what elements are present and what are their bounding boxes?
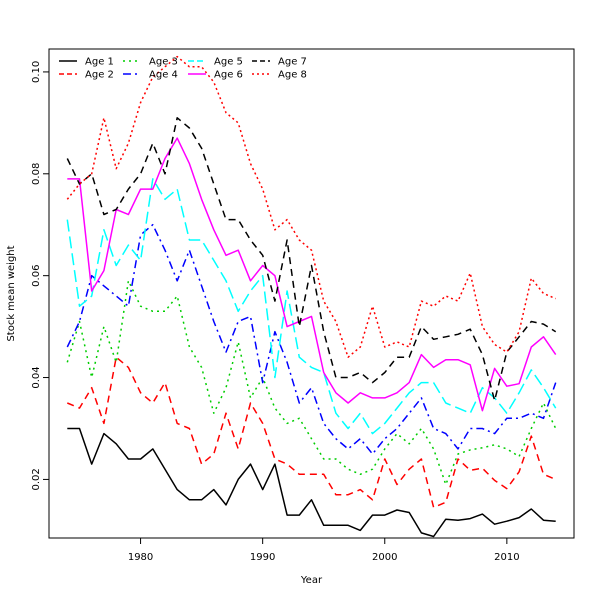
series-line-2 — [67, 356, 556, 509]
legend-label-3: Age 3 — [149, 57, 178, 68]
series-line-5 — [66, 178, 557, 435]
x-tick-label: 2000 — [372, 552, 397, 563]
x-tick-label: 2010 — [494, 552, 519, 563]
y-axis-title: Stock mean weight — [6, 245, 17, 341]
x-axis-title: Year — [300, 575, 323, 586]
legend-label-1: Age 1 — [85, 57, 114, 68]
series-line-7 — [66, 117, 557, 402]
legend-label-5: Age 5 — [214, 57, 243, 68]
x-tick-label: 1990 — [250, 552, 275, 563]
series-line-1 — [67, 427, 556, 538]
legend-label-4: Age 4 — [149, 70, 178, 81]
plot-frame — [48, 48, 575, 539]
legend-label-7: Age 7 — [278, 57, 307, 68]
series-line-6 — [67, 137, 557, 412]
legend: Age 1 Age 2 Age 3 Age 4 Age 5 Age 6 Age 7 Age 8 — [59, 57, 307, 81]
y-tick-label: 0.04 — [31, 366, 42, 388]
y-tick-label: 0.10 — [31, 61, 42, 83]
y-tick-label: 0.08 — [31, 163, 42, 185]
series-line-8 — [66, 55, 556, 358]
y-tick-label: 0.06 — [31, 265, 42, 287]
x-tick-label: 1980 — [128, 552, 153, 563]
legend-label-6: Age 6 — [214, 70, 243, 81]
series-layer — [66, 55, 557, 538]
y-tick-label: 0.02 — [31, 468, 42, 490]
legend-label-8: Age 8 — [278, 70, 307, 81]
series-line-3 — [66, 280, 557, 486]
legend-label-2: Age 2 — [85, 70, 114, 81]
x-axis: 1980 1990 2000 2010 — [128, 538, 520, 563]
y-axis: 0.02 0.04 0.06 0.08 0.10 — [31, 61, 49, 491]
